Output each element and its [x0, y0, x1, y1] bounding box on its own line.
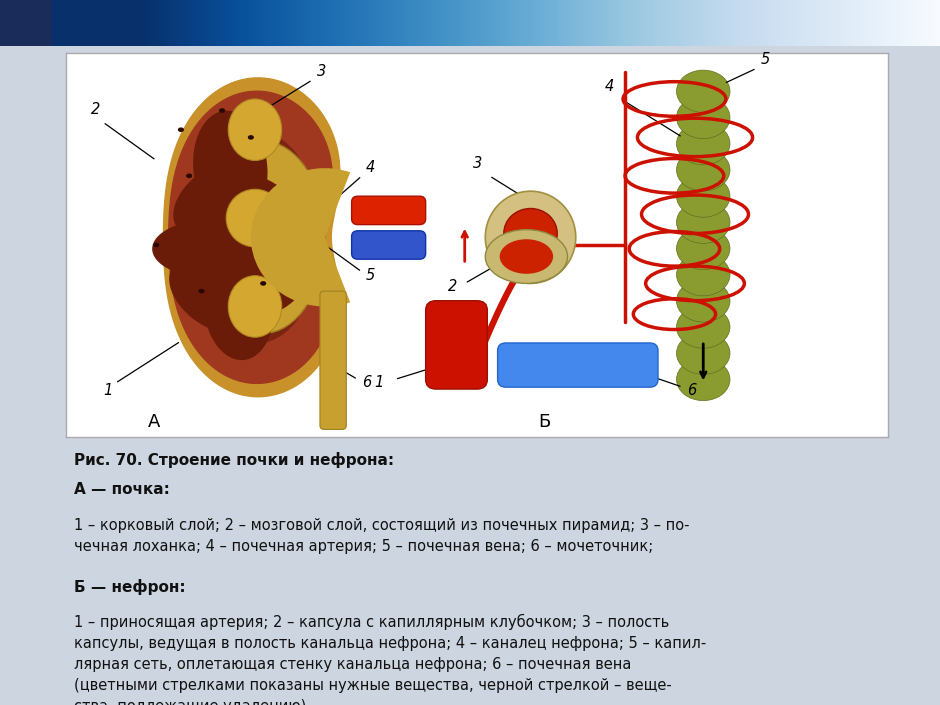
- Text: 1: 1: [102, 383, 112, 398]
- Text: 4: 4: [604, 79, 614, 94]
- Polygon shape: [184, 131, 309, 343]
- Ellipse shape: [219, 108, 226, 113]
- Ellipse shape: [201, 141, 325, 333]
- Ellipse shape: [178, 128, 184, 132]
- Text: 4: 4: [366, 160, 375, 175]
- Text: 6: 6: [687, 383, 696, 398]
- Ellipse shape: [152, 220, 267, 278]
- Ellipse shape: [232, 250, 311, 317]
- Text: Б: Б: [539, 414, 551, 431]
- Text: А: А: [149, 414, 161, 431]
- Text: 5: 5: [760, 52, 770, 68]
- Polygon shape: [168, 91, 333, 384]
- Text: 1 – приносящая артерия; 2 – капсула с капиллярным клубочком; 3 – полость
капсулы: 1 – приносящая артерия; 2 – капсула с ка…: [74, 614, 706, 705]
- Ellipse shape: [677, 70, 730, 112]
- Ellipse shape: [677, 306, 730, 348]
- Text: 2: 2: [448, 279, 458, 294]
- Ellipse shape: [677, 227, 730, 269]
- Ellipse shape: [227, 189, 284, 247]
- FancyBboxPatch shape: [352, 231, 426, 259]
- Text: 2: 2: [90, 102, 100, 117]
- Ellipse shape: [169, 256, 258, 333]
- Ellipse shape: [677, 358, 730, 400]
- Text: 3: 3: [473, 156, 482, 171]
- Text: 1 – корковый слой; 2 – мозговой слой, состоящий из почечных пирамид; 3 – по-
чеч: 1 – корковый слой; 2 – мозговой слой, со…: [74, 517, 690, 553]
- FancyBboxPatch shape: [426, 301, 487, 389]
- Text: 1: 1: [374, 375, 384, 390]
- Text: Рис. 70. Строение почки и нефрона:: Рис. 70. Строение почки и нефрона:: [74, 452, 394, 467]
- Ellipse shape: [504, 209, 557, 259]
- Text: 6: 6: [362, 375, 371, 390]
- Ellipse shape: [260, 281, 266, 286]
- Ellipse shape: [228, 99, 282, 161]
- Ellipse shape: [173, 160, 262, 238]
- Ellipse shape: [198, 289, 205, 293]
- Ellipse shape: [248, 135, 254, 140]
- Ellipse shape: [677, 149, 730, 191]
- Ellipse shape: [500, 239, 553, 274]
- Ellipse shape: [677, 175, 730, 217]
- Ellipse shape: [186, 173, 193, 178]
- Wedge shape: [251, 168, 351, 307]
- Ellipse shape: [193, 111, 268, 226]
- Ellipse shape: [228, 276, 282, 337]
- Ellipse shape: [677, 123, 730, 165]
- Ellipse shape: [153, 243, 160, 247]
- Ellipse shape: [485, 191, 575, 283]
- Ellipse shape: [485, 230, 568, 283]
- Ellipse shape: [677, 254, 730, 296]
- Text: Б — нефрон:: Б — нефрон:: [74, 579, 186, 594]
- Ellipse shape: [677, 97, 730, 139]
- Ellipse shape: [203, 253, 274, 360]
- FancyBboxPatch shape: [352, 196, 426, 225]
- Polygon shape: [164, 78, 340, 397]
- FancyBboxPatch shape: [320, 291, 346, 429]
- Ellipse shape: [677, 332, 730, 374]
- Ellipse shape: [677, 280, 730, 322]
- Text: А — почка:: А — почка:: [74, 482, 170, 497]
- Ellipse shape: [677, 201, 730, 243]
- Text: 3: 3: [317, 64, 326, 79]
- Text: 5: 5: [366, 268, 375, 283]
- FancyBboxPatch shape: [497, 343, 658, 387]
- Ellipse shape: [227, 176, 299, 238]
- FancyBboxPatch shape: [0, 0, 52, 46]
